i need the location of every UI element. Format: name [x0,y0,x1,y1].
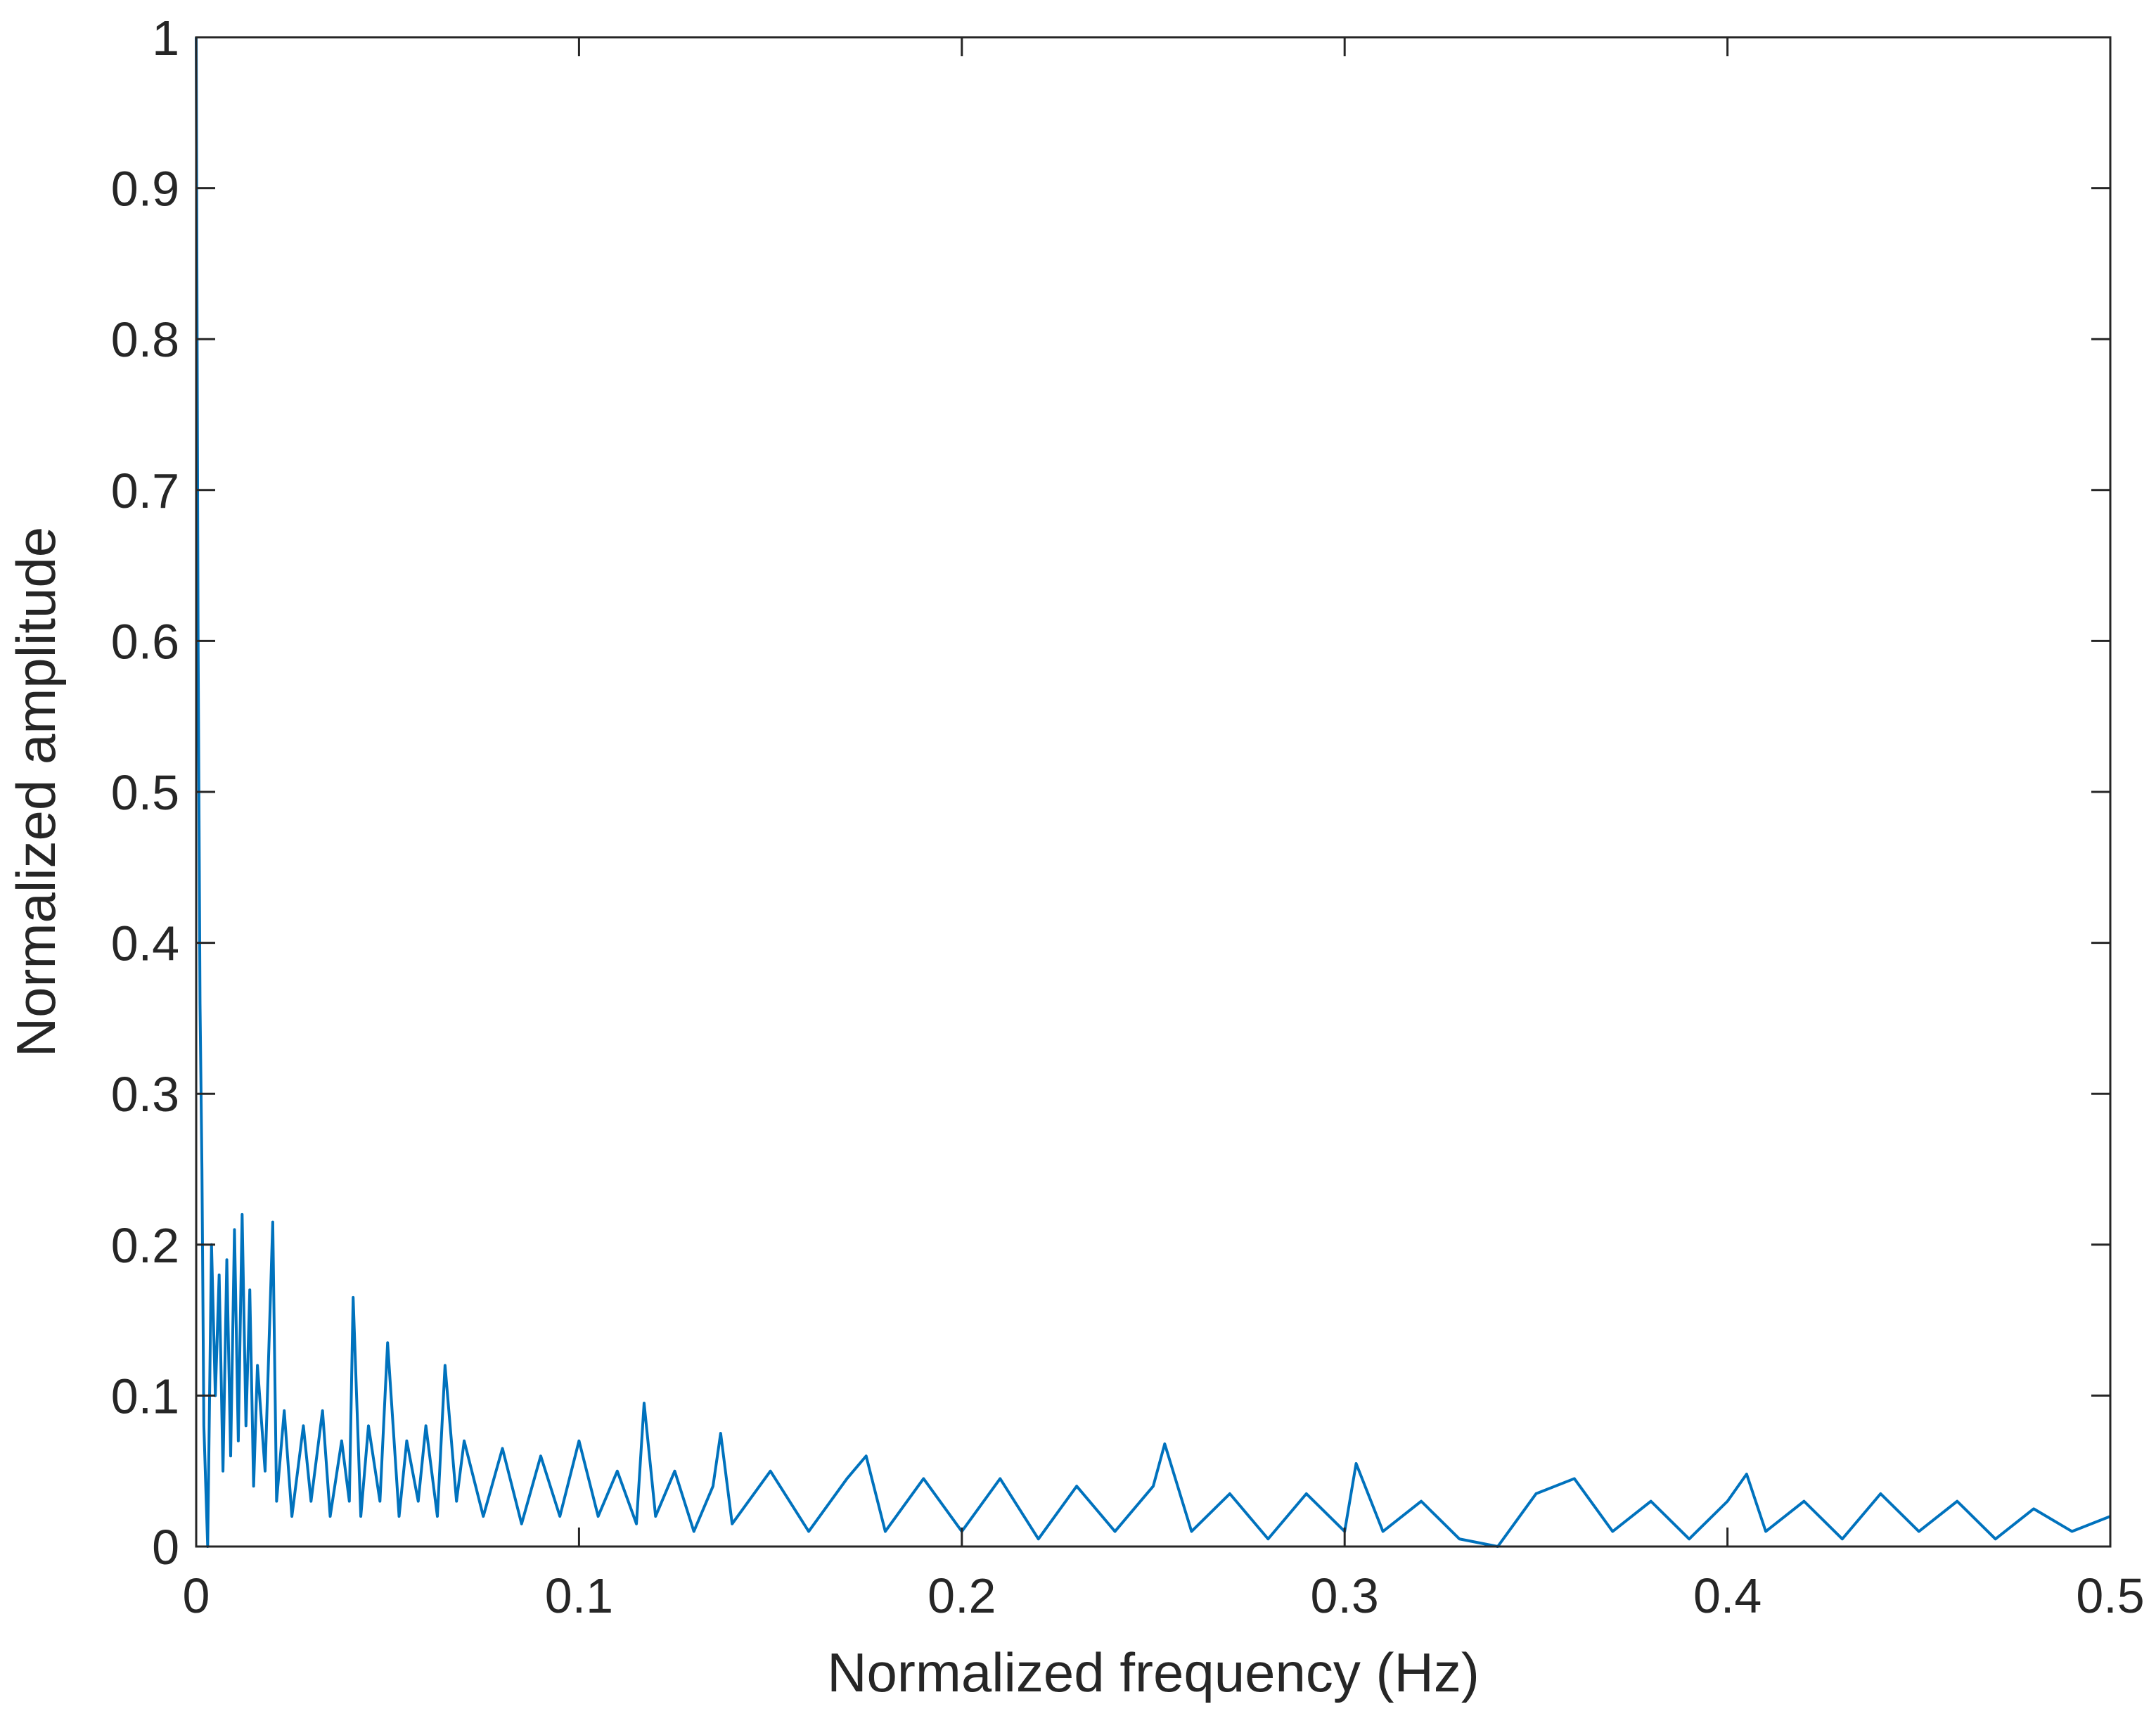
x-axis-label: Normalized frequency (Hz) [827,1641,1480,1703]
y-tick-label: 0.4 [111,916,179,971]
y-tick-label: 0.9 [111,162,179,217]
y-axis-label: Normalized amplitude [5,527,67,1057]
y-tick-label: 0.3 [111,1067,179,1122]
y-tick-label: 0 [152,1520,179,1575]
x-tick-label: 0.3 [1311,1568,1379,1623]
x-tick-label: 0.5 [2076,1568,2144,1623]
line-series [195,37,2111,1548]
y-tick-label: 0.2 [111,1218,179,1273]
y-tick-label: 0.8 [111,312,179,367]
y-tick-label: 0.5 [111,765,179,820]
x-tick-label: 0.2 [928,1568,996,1623]
axes-box [195,36,2112,1548]
y-tick-label: 0.6 [111,614,179,669]
x-tick-label: 0.4 [1693,1568,1762,1623]
x-tick-label: 0.1 [545,1568,613,1623]
y-tick-label: 1 [152,11,179,65]
y-tick-label: 0.7 [111,463,179,518]
x-tick-label: 0 [183,1568,210,1623]
y-tick-label: 0.1 [111,1369,179,1423]
